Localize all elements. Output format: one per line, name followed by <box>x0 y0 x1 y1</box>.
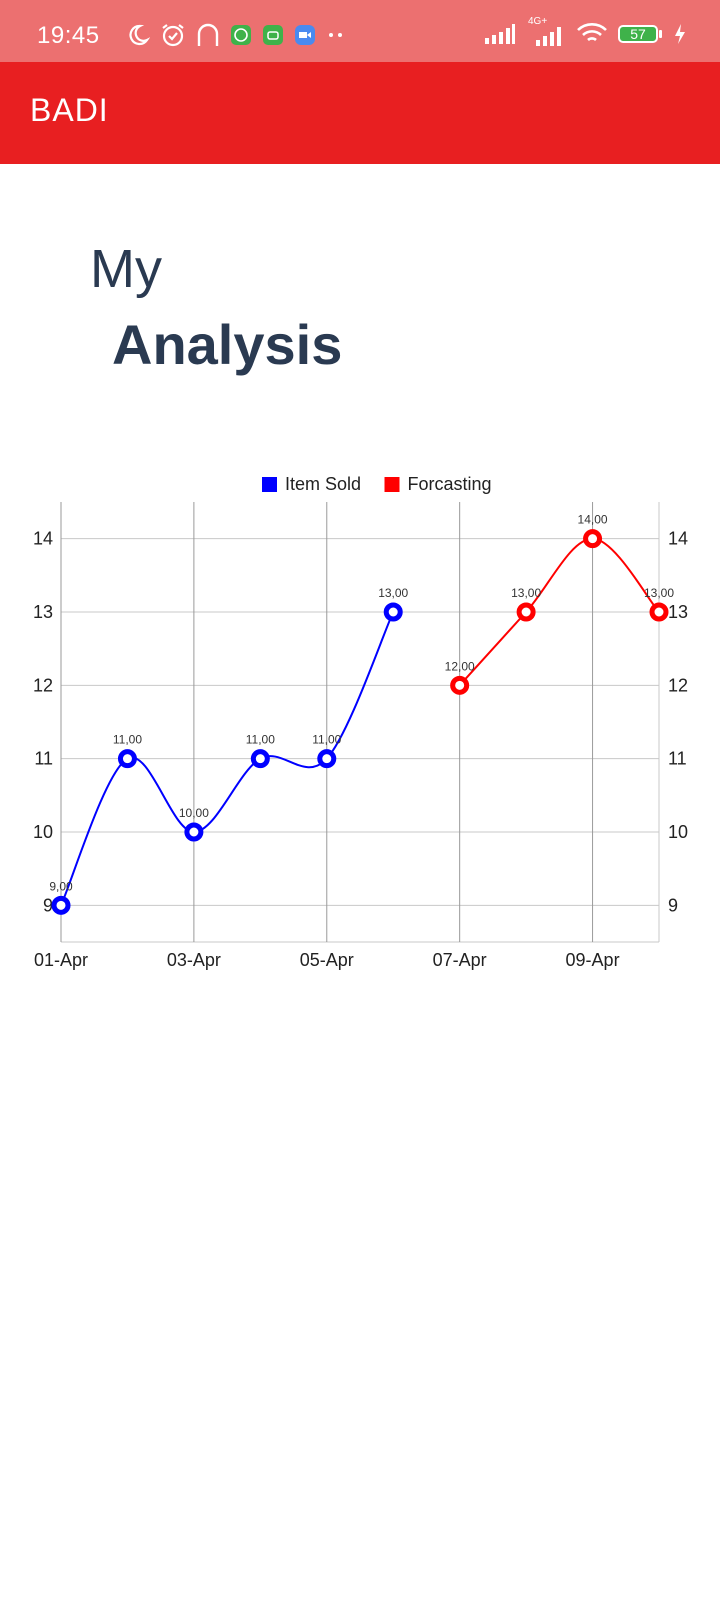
heading-line-2: Analysis <box>112 313 343 376</box>
series-line <box>60 611 395 906</box>
data-label: 13,00 <box>378 586 408 600</box>
data-label: 10,00 <box>179 806 209 820</box>
legend-label: Item Sold <box>285 474 361 494</box>
data-label: 12,00 <box>445 659 475 673</box>
whatsapp-icon <box>231 25 251 45</box>
y-tick-label-left: 12 <box>33 675 53 695</box>
data-point <box>117 749 137 769</box>
y-tick-label-right: 9 <box>668 895 678 915</box>
y-tick-label-right: 11 <box>668 749 687 769</box>
x-tick-label: 07-Apr <box>433 950 487 970</box>
data-point <box>649 602 669 622</box>
y-tick-label-left: 14 <box>33 529 53 549</box>
signal-icon <box>485 24 515 44</box>
signal-icon-2 <box>536 27 561 46</box>
data-point <box>516 602 536 622</box>
battery-level: 57 <box>630 26 646 42</box>
headphones-icon <box>197 23 219 46</box>
app-bar: BADI <box>0 62 720 164</box>
network-type-label: 4G+ <box>528 16 548 27</box>
video-call-icon <box>295 25 315 45</box>
system-icons: 4G+ 57 <box>484 16 686 46</box>
x-tick-label: 03-Apr <box>167 950 221 970</box>
legend-label: Forcasting <box>408 474 492 494</box>
status-time: 19:45 <box>37 22 100 49</box>
data-label: 11,00 <box>246 733 275 747</box>
data-point <box>51 895 71 915</box>
wifi-icon <box>577 23 607 42</box>
series-line <box>458 537 660 687</box>
y-tick-label-right: 14 <box>668 529 688 549</box>
data-point <box>184 822 204 842</box>
data-point <box>583 529 603 549</box>
x-tick-label: 05-Apr <box>300 950 354 970</box>
y-tick-label-left: 9 <box>43 895 53 915</box>
x-tick-label: 01-Apr <box>34 950 88 970</box>
legend-swatch <box>262 477 277 492</box>
data-point <box>450 675 470 695</box>
data-point <box>317 749 337 769</box>
data-point <box>383 602 403 622</box>
x-tick-label: 09-Apr <box>566 950 620 970</box>
line-chart: 9 9 10 10 11 11 12 12 13 13 14 14 01-Apr 03-Apr 05-Apr… <box>33 474 688 970</box>
y-tick-label-left: 13 <box>33 602 53 622</box>
more-notifications-icon <box>329 33 342 37</box>
network-type: 4G+ <box>526 16 566 46</box>
analysis-chart: 9 9 10 10 11 11 12 12 13 13 14 14 01-Apr 03-Apr 05-Apr… <box>0 470 720 990</box>
y-tick-label-right: 10 <box>668 822 688 842</box>
moon-icon <box>129 24 150 46</box>
android-app-icon <box>263 25 283 45</box>
heading-line-1: My <box>90 239 162 299</box>
data-label: 11,00 <box>113 733 142 747</box>
y-tick-label-left: 11 <box>34 749 53 769</box>
data-label: 14,00 <box>578 513 608 527</box>
data-label: 11,00 <box>312 733 341 747</box>
alarm-icon <box>162 24 184 47</box>
data-label: 13,00 <box>511 586 541 600</box>
battery-indicator: 57 <box>618 23 664 45</box>
charging-icon <box>675 24 685 44</box>
app-title: BADI <box>30 92 109 128</box>
status-bar: 19:45 <box>0 0 720 62</box>
notification-icons <box>126 22 346 48</box>
y-tick-label-right: 13 <box>668 602 688 622</box>
legend-swatch <box>384 477 400 492</box>
y-tick-label-left: 10 <box>33 822 53 842</box>
y-tick-label-right: 12 <box>668 675 688 695</box>
data-label: 13,00 <box>644 586 674 600</box>
data-point <box>250 749 270 769</box>
data-label: 9,00 <box>49 879 73 893</box>
